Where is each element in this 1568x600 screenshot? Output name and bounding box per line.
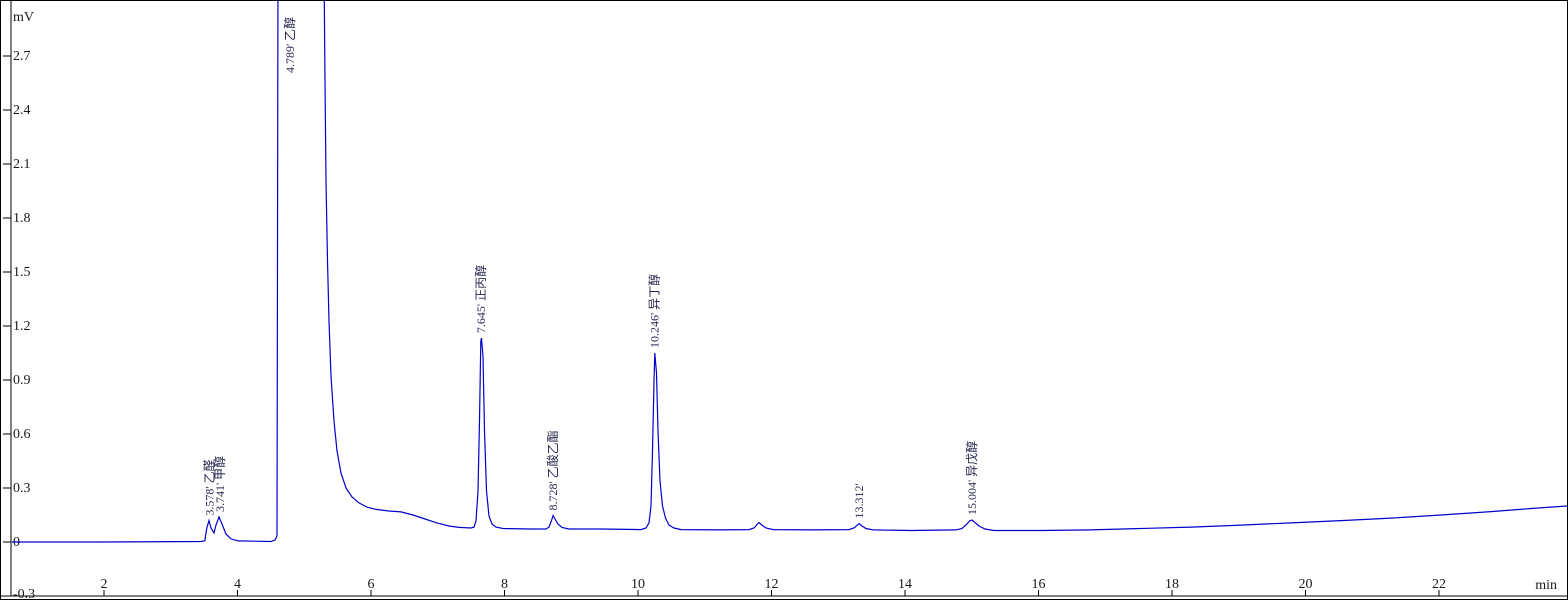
y-axis-unit-label: mV bbox=[13, 10, 34, 25]
y-tick-label: 1.2 bbox=[13, 319, 31, 334]
peak-label: 10.246' 异丁醇 bbox=[646, 274, 661, 348]
y-tick-label: -0.3 bbox=[13, 587, 35, 600]
x-tick-label: 4 bbox=[234, 577, 241, 592]
x-tick-label: 14 bbox=[898, 577, 912, 592]
x-tick-label: 18 bbox=[1165, 577, 1179, 592]
peak-label: 3.578' 乙醛 bbox=[201, 459, 216, 515]
x-tick-label: 22 bbox=[1432, 577, 1446, 592]
chromatogram-trace bbox=[11, 1, 1567, 543]
x-tick-label: 12 bbox=[765, 577, 779, 592]
x-tick-label: 6 bbox=[368, 577, 375, 592]
peak-label: 13.312' bbox=[852, 483, 866, 518]
peak-label: 7.645' 正丙醇 bbox=[473, 265, 488, 333]
y-tick-label: 2.1 bbox=[13, 157, 31, 172]
peak-label: 15.004' 异戊醇 bbox=[964, 441, 979, 515]
x-axis-unit-label: min bbox=[1535, 578, 1557, 593]
peak-label: 4.789' 乙醇 bbox=[282, 17, 297, 73]
x-tick-label: 10 bbox=[631, 577, 645, 592]
y-tick-label: 2.4 bbox=[13, 103, 31, 118]
y-tick-label: 0.3 bbox=[13, 481, 31, 496]
y-tick-label: 0.9 bbox=[13, 373, 31, 388]
y-tick-label: 1.8 bbox=[13, 211, 31, 226]
y-tick-label: 0.6 bbox=[13, 427, 31, 442]
x-tick-label: 16 bbox=[1032, 577, 1046, 592]
y-tick-label: 1.5 bbox=[13, 265, 31, 280]
x-tick-label: 8 bbox=[501, 577, 508, 592]
y-tick-label: 2.7 bbox=[13, 49, 31, 64]
peak-label: 8.728' 乙酸乙酯 bbox=[545, 430, 560, 510]
x-tick-label: 20 bbox=[1299, 577, 1313, 592]
peak-label: 3.741' 甲醇 bbox=[212, 456, 227, 512]
x-tick-label: 2 bbox=[101, 577, 108, 592]
